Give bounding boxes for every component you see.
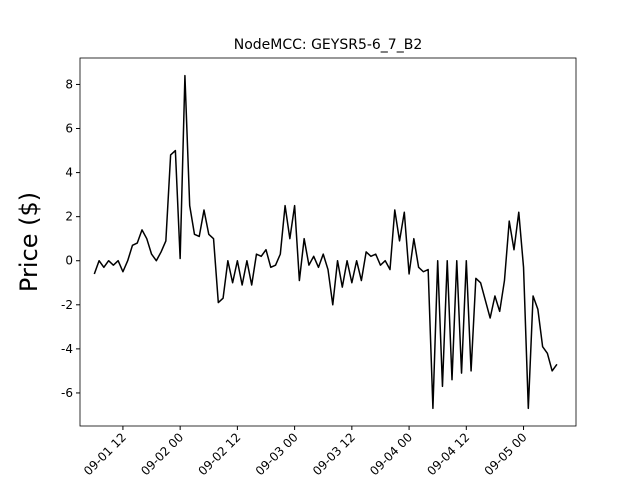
y-tick-label: 0 [65,254,73,268]
plot-frame [79,57,577,427]
y-tick-label: 8 [65,77,73,91]
y-tick-label: 6 [65,122,73,136]
y-tick-label: -4 [61,342,73,356]
y-tick-label: 4 [65,166,73,180]
y-tick-label: -2 [61,298,73,312]
y-tick-label: -6 [61,386,73,400]
data-line [93,74,558,410]
chart-title: NodeMCC: GEYSR5-6_7_B2 [234,37,422,53]
y-tick-label: 2 [65,210,73,224]
y-axis-label: Price ($) [15,192,43,292]
